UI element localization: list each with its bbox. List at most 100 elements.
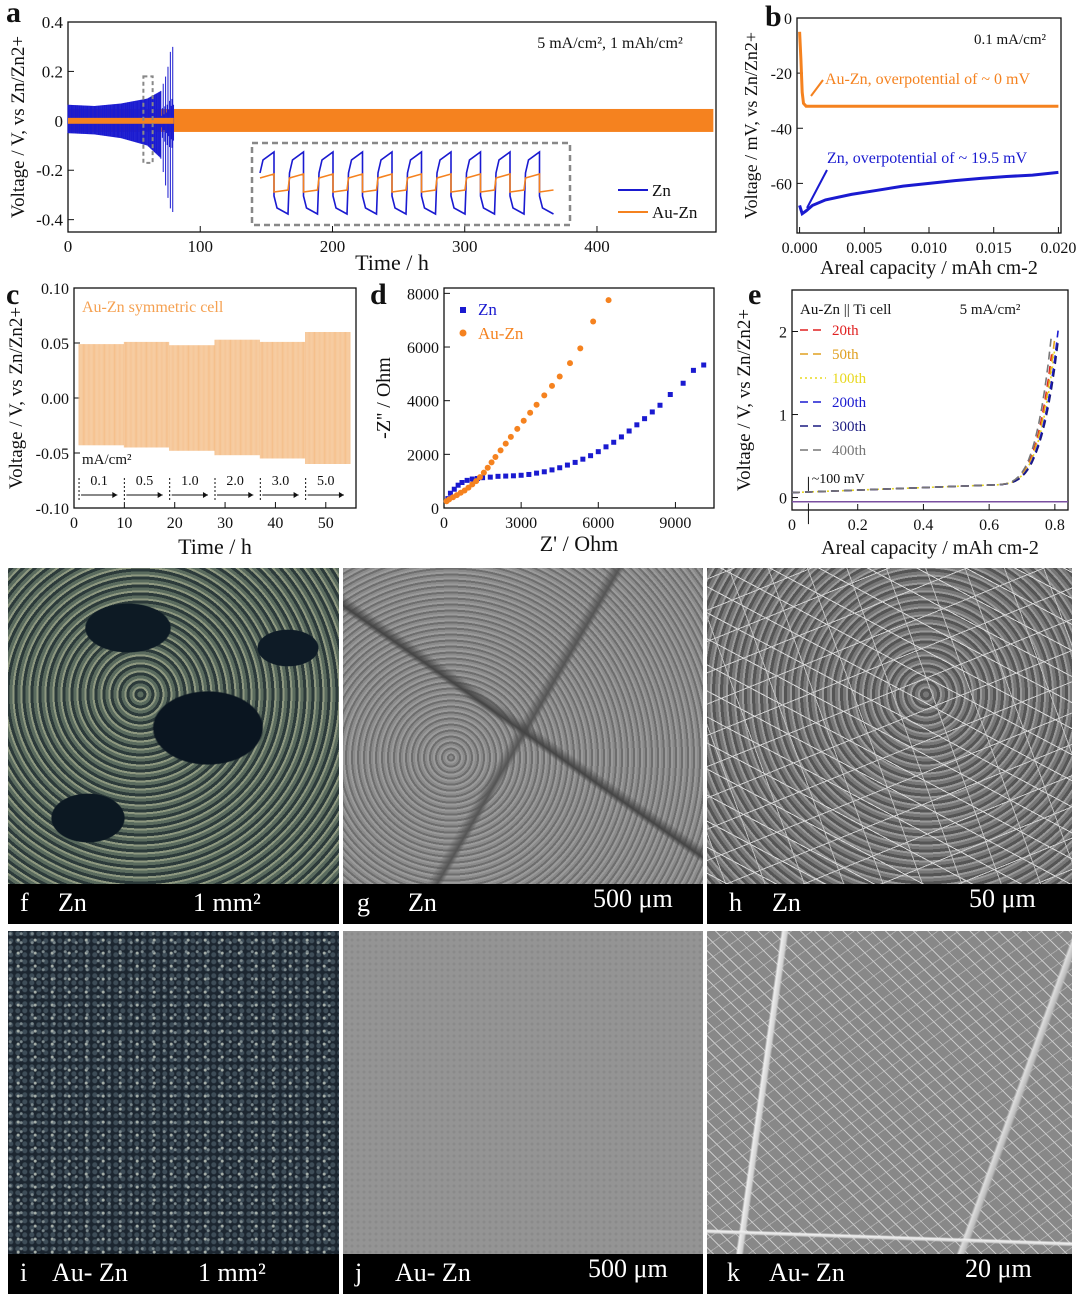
data-point <box>464 477 470 483</box>
arrow-zn <box>806 169 828 209</box>
overpotential-label: ~100 mV <box>812 472 865 487</box>
rate-unit-label: mA/cm² <box>82 452 132 468</box>
series-curve <box>791 333 1053 494</box>
legend-label: 100th <box>832 371 867 387</box>
y-axis-label: Voltage / V, vs Zn/Zn2+ <box>6 307 27 489</box>
data-point <box>588 453 594 459</box>
plot-frame <box>796 17 1062 234</box>
data-point <box>520 417 527 424</box>
rate-label: 5.0 <box>317 474 335 489</box>
data-point <box>503 473 509 479</box>
rate-arrowhead <box>338 492 344 498</box>
data-point <box>527 409 534 416</box>
data-point <box>618 434 624 440</box>
data-point <box>605 297 612 304</box>
rate-arrowhead <box>157 492 163 498</box>
panel-letter: b <box>765 0 782 33</box>
panel-e: 0 0.2 0.4 0.6 0.8 0 1 2 e Voltage / V, vs Zn/Zn2+… <box>728 278 1080 563</box>
legend-label-zn: Zn <box>478 300 497 319</box>
chart-c: 0 10 20 30 40 50 -0.10 -0.05 0.00 0.05 0.10 cVoltag… <box>6 278 357 559</box>
legend-label: 400th <box>832 443 867 459</box>
caption-g: g Zn 500 μm <box>343 884 703 924</box>
condition-annotation: Au-Zn symmetric cell <box>82 299 224 316</box>
legend-label-au-zn: Au-Zn <box>652 203 698 222</box>
rate-arrowhead <box>248 492 254 498</box>
chart-d: 0 3000 6000 9000 0 2000 4000 6000 8000 d -Z'' / Oh… <box>370 278 715 556</box>
photo-letter: k <box>727 1258 740 1287</box>
data-point <box>564 462 570 468</box>
legend-label-zn: Zn <box>652 181 671 200</box>
photo-letter: i <box>20 1258 28 1287</box>
data-point <box>701 362 707 368</box>
data-point <box>469 476 475 482</box>
data-point <box>680 380 686 386</box>
photo-letter: f <box>20 888 29 917</box>
sample-label: Zn <box>408 888 437 917</box>
plot-frame <box>443 287 715 509</box>
data-point <box>611 439 617 445</box>
y-tick-label: -0.10 <box>36 501 69 518</box>
y-tick-label: 0.00 <box>41 391 69 408</box>
data-point <box>541 392 548 399</box>
sample-label: Zn <box>58 888 87 917</box>
rate-label: 0.1 <box>90 474 108 489</box>
caption-i: i Au- Zn 1 mm² <box>8 1254 339 1294</box>
panel-letter: c <box>6 278 19 311</box>
x-tick-label: 50 <box>318 515 334 532</box>
x-tick-label: 0.010 <box>911 240 947 257</box>
x-tick-label: 0.4 <box>913 517 933 534</box>
x-tick-label: 0.8 <box>1045 517 1065 534</box>
photo-f: f Zn 1 mm² <box>8 568 339 924</box>
y-tick-label: -40 <box>771 121 792 138</box>
caption-k: k Au- Zn 20 μm <box>707 1254 1072 1294</box>
data-point <box>488 459 495 466</box>
panel-d: 0 3000 6000 9000 0 2000 4000 6000 8000 d -Z'' / Oh… <box>362 278 722 563</box>
y-tick-label: 1 <box>779 408 787 425</box>
rate-arrowhead <box>112 492 118 498</box>
x-axis-label: Z' / Ohm <box>540 531 619 556</box>
y-axis-label: Voltage / V, vs Zn/Zn2+ <box>734 309 755 491</box>
y-axis-label: -Z'' / Ohm <box>373 357 395 439</box>
data-point <box>541 469 547 475</box>
series-zn <box>67 46 175 213</box>
x-tick-label: 6000 <box>582 515 614 532</box>
x-tick-label: 40 <box>267 515 283 532</box>
x-tick-label: 300 <box>452 237 478 256</box>
data-point <box>590 318 597 325</box>
sem-image-zn-500um <box>343 568 703 884</box>
data-point <box>507 433 514 440</box>
x-tick-label: 0.6 <box>979 517 999 534</box>
series-au-zn <box>443 297 612 505</box>
data-point <box>603 444 609 450</box>
x-tick-label: 9000 <box>659 515 691 532</box>
x-tick-label: 0 <box>64 237 73 256</box>
y-tick-label: 6000 <box>407 340 439 357</box>
sample-label: Au- Zn <box>52 1258 128 1287</box>
data-point <box>477 474 483 481</box>
x-tick-label: 0.005 <box>846 240 882 257</box>
photo-letter: h <box>729 888 742 917</box>
series-au-zn-band <box>68 108 714 132</box>
plot-frame <box>791 289 1069 511</box>
series-zn <box>798 170 1059 217</box>
optical-image-zn <box>8 568 339 884</box>
data-point <box>495 473 501 479</box>
y-tick-label: 8000 <box>407 286 439 303</box>
legend-title: Au-Zn || Ti cell <box>800 302 891 318</box>
data-point <box>473 478 480 485</box>
x-tick-label: 100 <box>187 237 213 256</box>
legend-label: 50th <box>832 347 859 363</box>
y-tick-label: 0 <box>55 112 64 131</box>
legend-label: 200th <box>832 395 867 411</box>
data-point <box>667 392 673 398</box>
data-point <box>642 416 648 422</box>
data-point <box>497 447 504 454</box>
y-tick-label: -0.05 <box>36 446 69 463</box>
annotation-au-zn: Au-Zn, overpotential of ~ 0 mV <box>825 71 1031 88</box>
photo-g: g Zn 500 μm <box>343 568 703 924</box>
panel-letter: a <box>6 0 21 29</box>
data-point <box>510 473 516 479</box>
chart-b: 0.000 0.005 0.010 0.015 0.020 -60 -40 -20 0bVolt… <box>741 0 1076 279</box>
data-point <box>580 456 586 462</box>
condition-annotation: 0.1 mA/cm² <box>974 32 1046 48</box>
